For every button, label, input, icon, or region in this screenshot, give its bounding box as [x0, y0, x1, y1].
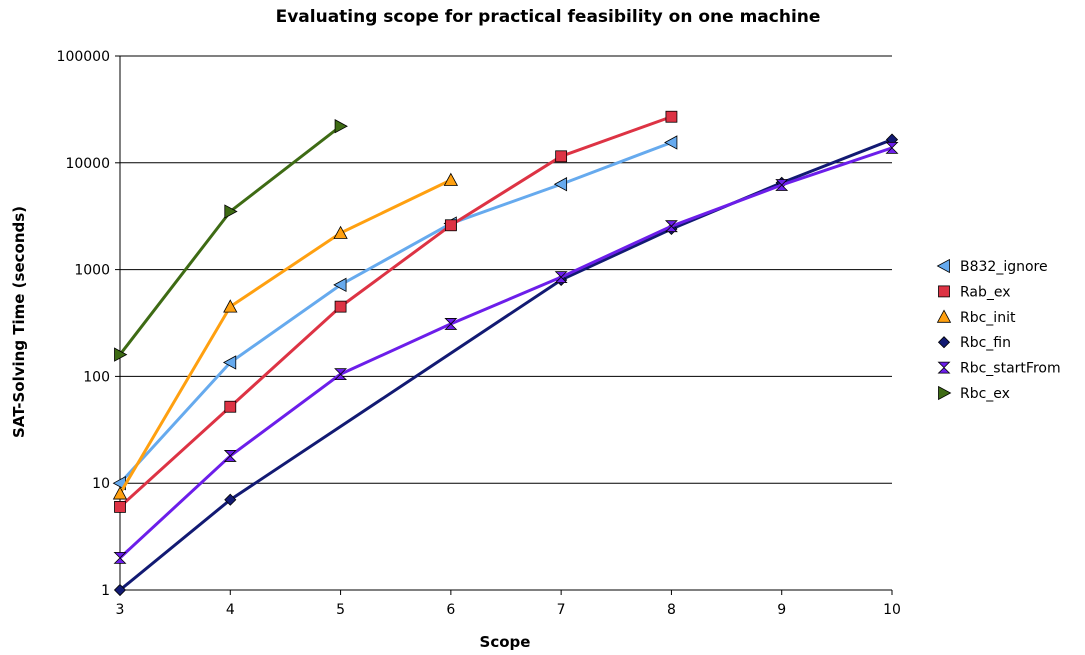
- y-axis-title: SAT-Solving Time (seconds): [10, 206, 28, 438]
- y-tick-label: 1000: [74, 263, 110, 279]
- x-tick-label: 3: [116, 602, 125, 618]
- x-tick-label: 7: [557, 602, 566, 618]
- data-point: [335, 369, 346, 380]
- x-tick-label: 5: [336, 602, 345, 618]
- legend-label: B832_ignore: [960, 259, 1048, 275]
- chart-title: Evaluating scope for practical feasibili…: [276, 7, 821, 27]
- legend-item: Rbc_ex: [939, 386, 1010, 402]
- grid: [120, 56, 892, 590]
- legend-marker: [939, 362, 950, 373]
- legend-marker: [938, 310, 951, 322]
- legend-marker: [939, 286, 950, 297]
- x-tick-label: 4: [226, 602, 235, 618]
- x-tick-label: 8: [667, 602, 676, 618]
- legend-item: Rbc_init: [938, 310, 1016, 326]
- legend-label: Rab_ex: [960, 284, 1011, 300]
- series-layer: [114, 111, 898, 595]
- data-point: [444, 174, 457, 186]
- legend-item: Rab_ex: [939, 284, 1011, 300]
- legend-marker: [938, 260, 950, 273]
- legend-label: Rbc_init: [960, 310, 1016, 326]
- legend-item: Rbc_startFrom: [939, 361, 1061, 377]
- y-tick-label: 100000: [57, 49, 110, 65]
- x-axis-title: Scope: [480, 633, 531, 651]
- data-point: [335, 301, 346, 312]
- data-point: [556, 151, 567, 162]
- legend: B832_ignore Rab_ex Rbc_init Rbc_fin Rbc_star…: [938, 259, 1061, 402]
- legend-marker: [939, 337, 950, 348]
- legend-item: Rbc_fin: [939, 335, 1012, 351]
- data-point: [335, 120, 347, 133]
- y-tick-label: 10000: [65, 156, 110, 172]
- series-Rbc_ex: [115, 120, 348, 361]
- legend-marker: [939, 387, 951, 400]
- data-point: [115, 552, 126, 563]
- legend-label: Rbc_ex: [960, 386, 1010, 402]
- data-point: [115, 501, 126, 512]
- data-point: [445, 318, 456, 329]
- data-point: [555, 178, 567, 191]
- y-tick-label: 100: [83, 369, 110, 385]
- series-line: [120, 126, 341, 354]
- x-tick-label: 10: [883, 602, 901, 618]
- data-point: [334, 227, 347, 239]
- data-point: [225, 401, 236, 412]
- data-point: [665, 136, 677, 149]
- x-tick-label: 6: [446, 602, 455, 618]
- legend-label: Rbc_startFrom: [960, 361, 1061, 377]
- data-point: [666, 111, 677, 122]
- y-tick-label: 10: [92, 476, 110, 492]
- legend-item: B832_ignore: [938, 259, 1048, 275]
- axes: [115, 56, 892, 595]
- x-tick-label: 9: [777, 602, 786, 618]
- data-point: [445, 220, 456, 231]
- series-line: [120, 180, 451, 494]
- y-tick-label: 1: [101, 583, 110, 599]
- legend-label: Rbc_fin: [960, 335, 1011, 351]
- series-Rbc_init: [114, 174, 458, 500]
- data-point: [225, 450, 236, 461]
